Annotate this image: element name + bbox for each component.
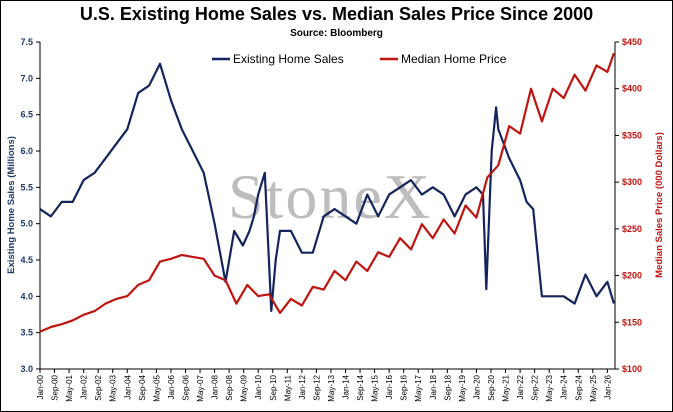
y-tick-label-left: 4.0 [20, 291, 33, 301]
y-tick-label-right: $450 [622, 37, 642, 47]
x-tick-label: Sep-10 [269, 374, 278, 400]
x-tick-label: May-03 [109, 374, 118, 401]
y-tick-label-left: 3.0 [20, 364, 33, 374]
chart-subtitle: Source: Bloomberg [290, 28, 383, 39]
series-lines [39, 52, 615, 333]
x-tick-label: Jan-16 [385, 374, 394, 399]
y-tick-label-right: $100 [622, 364, 642, 374]
x-tick-label: Sep-08 [225, 374, 234, 400]
series-line-existing-home-sales [39, 62, 615, 312]
x-tick-label: Jan-10 [254, 374, 263, 399]
x-tick-label: Jan-04 [123, 374, 132, 399]
x-tick-label: Sep-16 [400, 374, 409, 400]
x-tick-label: Sep-00 [51, 374, 60, 400]
x-tick-label: Jan-08 [211, 374, 220, 399]
legend-label-sales: Existing Home Sales [233, 52, 344, 66]
x-tick-label: Jan-00 [36, 374, 45, 399]
x-tick-label: Jan-12 [298, 374, 307, 399]
x-tick-label: Jan-22 [516, 374, 525, 399]
y-tick-label-left: 6.5 [20, 110, 33, 120]
x-tick-label: Sep-04 [138, 374, 147, 400]
y-tick-label-left: 4.5 [20, 255, 33, 265]
x-tick-label: Jan-06 [167, 374, 176, 399]
x-tick-label: Sep-14 [356, 374, 365, 400]
x-tick-label: Sep-18 [443, 374, 452, 400]
x-tick-label: Jan-18 [429, 374, 438, 399]
x-tick-label: Jan-20 [472, 374, 481, 399]
y-tick-label-left: 7.0 [20, 73, 33, 83]
y-tick-label-left: 5.5 [20, 182, 33, 192]
x-tick-label: Sep-06 [181, 374, 190, 400]
x-tick-label: Sep-12 [312, 374, 321, 400]
y-tick-label-left: 6.0 [20, 146, 33, 156]
y-tick-label-left: 5.0 [20, 219, 33, 229]
y-axis-label-right: Median Sales Price (000 Dollars) [654, 132, 665, 278]
y-tick-label-right: $300 [622, 177, 642, 187]
y-tick-label-right: $350 [622, 130, 642, 140]
x-tick-label: May-07 [196, 374, 205, 401]
x-tick-label: Jan-26 [603, 374, 612, 399]
x-tick-label: May-25 [589, 374, 598, 401]
x-tick-label: May-21 [502, 374, 511, 401]
y-tick-label-right: $200 [622, 271, 642, 281]
x-tick-label: Jan-14 [342, 374, 351, 399]
x-tick-label: May-11 [283, 374, 292, 401]
legend-label-price: Median Home Price [401, 52, 507, 66]
y-tick-label-left: 3.5 [20, 328, 33, 338]
y-tick-label-right: $400 [622, 84, 642, 94]
chart-title: U.S. Existing Home Sales vs. Median Sale… [79, 4, 594, 24]
x-tick-label: May-15 [371, 374, 380, 401]
x-tick-label: Sep-24 [574, 374, 583, 400]
x-tick-label: Jan-02 [80, 374, 89, 399]
x-tick-label: May-01 [65, 374, 74, 401]
y-tick-label-right: $150 [622, 317, 642, 327]
x-tick-label: Jan-24 [560, 374, 569, 399]
x-tick-label: May-05 [152, 374, 161, 401]
x-tick-label: May-19 [458, 374, 467, 401]
plot-axes: 3.0 3.5 4.0 4.5 5.0 5.5 6.0 6.5 7.0 7.5 $100 $150 $2… [20, 37, 642, 402]
x-tick-label: May-23 [545, 374, 554, 401]
x-tick-label: Sep-20 [487, 374, 496, 400]
x-tick-label: Sep-22 [531, 374, 540, 400]
x-tick-label: May-09 [240, 374, 249, 401]
y-tick-label-left: 7.5 [20, 37, 33, 47]
legend: Existing Home Sales Median Home Price [212, 52, 507, 66]
y-tick-label-right: $250 [622, 224, 642, 234]
watermark-text: StoneX [228, 161, 432, 232]
x-tick-label: May-13 [327, 374, 336, 401]
y-axis-label-left: Existing Home Sales (Millions) [6, 136, 17, 274]
x-tick-label: May-17 [414, 374, 423, 401]
series-line-median-home-price [39, 52, 615, 333]
x-tick-label: Sep-02 [94, 374, 103, 400]
